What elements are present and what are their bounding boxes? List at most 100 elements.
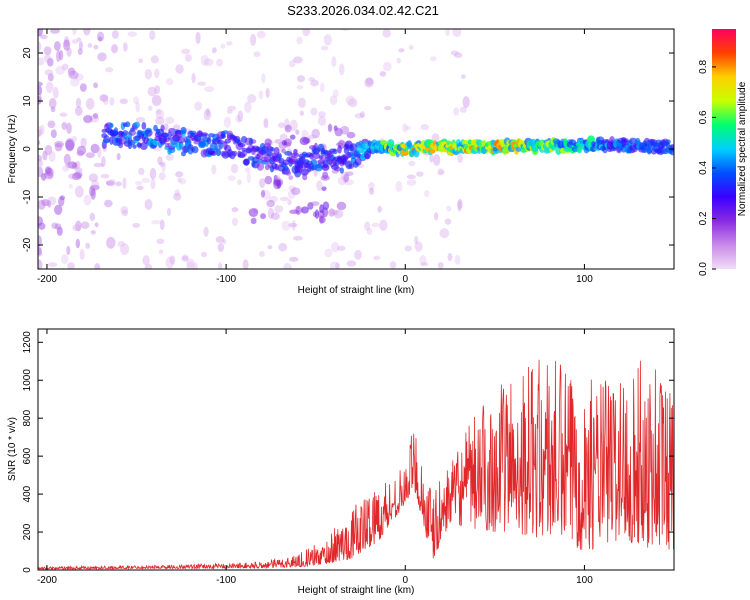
heatmap-cell [77, 145, 87, 156]
heatmap-cell [159, 219, 165, 231]
heatmap-cell [74, 185, 84, 198]
heatmap-cell [354, 157, 362, 166]
heatmap-cell [279, 133, 288, 142]
heatmap-cell [54, 142, 63, 152]
heatmap-cell [414, 235, 419, 245]
heatmap-cell [240, 150, 248, 157]
heatmap-cell [330, 209, 339, 216]
heatmap-cell [74, 167, 83, 174]
snr-x-tick-label: -200 [37, 575, 57, 586]
heatmap-cell [321, 164, 330, 172]
heatmap-cell [437, 168, 445, 176]
heatmap-cell [237, 110, 244, 122]
heatmap-cell [300, 206, 309, 214]
heatmap-cell [247, 94, 257, 104]
snr-y-tick-label: 0 [22, 567, 33, 573]
heatmap-cell [395, 180, 403, 193]
heatmap-cell [150, 55, 159, 64]
heatmap-cell [38, 140, 41, 146]
heatmap-cell [158, 172, 166, 181]
heatmap-cell [50, 106, 56, 113]
heatmap-cell [241, 147, 247, 152]
heatmap-cell [138, 167, 145, 176]
heatmap-cell [283, 118, 290, 131]
heatmap-cell [87, 43, 93, 48]
heatmap-cell [69, 77, 80, 87]
heatmap-cell [274, 205, 284, 213]
heatmap-cell [345, 171, 354, 176]
heatmap-cell [59, 195, 66, 201]
heatmap-cell [289, 119, 298, 132]
heatmap-cell [175, 64, 184, 74]
heatmap-x-ticks: -200 -100 0 100 [37, 29, 593, 285]
heatmap-cell [339, 167, 344, 174]
heatmap-cell [270, 212, 280, 220]
heatmap-cell [40, 172, 47, 181]
heatmap-cell [47, 120, 56, 129]
heatmap-cell [348, 163, 354, 169]
heatmap-cell [337, 176, 347, 186]
heatmap-cell [141, 122, 147, 130]
heatmap-cell [54, 204, 63, 216]
heatmap-cell [47, 262, 58, 268]
heatmap-cell [192, 262, 198, 269]
heatmap-cell [259, 178, 266, 188]
heatmap-cell [338, 63, 345, 76]
heatmap-cell [287, 189, 296, 200]
heatmap-cell [38, 81, 43, 87]
heatmap-cell [93, 44, 99, 50]
heatmap-cell [109, 97, 115, 106]
heatmap-cell [261, 72, 266, 84]
heatmap-cell [94, 263, 101, 269]
heatmap-y-ticks: -20 -10 0 10 20 [22, 47, 674, 252]
heatmap-cell [279, 196, 290, 202]
heatmap-cell [85, 242, 91, 249]
heatmap-cell [181, 254, 189, 261]
heatmap-cell [77, 48, 83, 55]
heatmap-cell [269, 147, 275, 152]
heatmap-cell [180, 126, 187, 135]
heatmap-cell [74, 73, 84, 81]
heatmap-cell [38, 251, 43, 257]
heatmap-cell [210, 150, 217, 156]
heatmap-cell [147, 86, 157, 97]
heatmap-cell [344, 179, 354, 186]
heatmap-cell [85, 152, 95, 159]
heatmap-cell [404, 245, 413, 252]
heatmap-cell [298, 97, 306, 108]
heatmap-cell [62, 165, 70, 172]
heatmap-cell [100, 173, 110, 179]
heatmap-cell [92, 112, 99, 119]
heatmap-cell [194, 101, 203, 111]
heatmap-cell [218, 262, 223, 269]
heatmap-cell [38, 158, 44, 168]
heatmap-cell [90, 179, 100, 192]
heatmap-cell [191, 72, 196, 84]
heatmap-cell [215, 236, 225, 243]
heatmap-cell [406, 140, 412, 148]
heatmap-cell [113, 127, 119, 136]
heatmap-cell [217, 242, 225, 252]
heatmap-cell [323, 34, 332, 46]
heatmap-cell [55, 65, 66, 75]
heatmap-cell [83, 194, 92, 206]
heatmap-cell [220, 43, 226, 49]
heatmap-cell [288, 185, 297, 192]
snr-frame [37, 328, 675, 571]
heatmap-cell [260, 189, 266, 198]
heatmap-cell [389, 261, 397, 269]
heatmap-cell [72, 162, 78, 170]
heatmap-cell [200, 132, 209, 137]
heatmap-cell [38, 216, 44, 227]
heatmap-cell [341, 157, 347, 166]
heatmap-cell [68, 183, 74, 189]
snr-y-ticks: 0 200 400 600 800 1000 1200 [22, 331, 674, 573]
heatmap-cell [73, 171, 83, 179]
heatmap-cell [231, 207, 239, 213]
figure-title: S233.2026.034.02.42.C21 [287, 3, 439, 18]
heatmap-cell [177, 177, 182, 183]
snr-x-tick-label: 0 [402, 575, 408, 586]
heatmap-cell [186, 258, 195, 268]
heatmap-cell [106, 236, 116, 249]
